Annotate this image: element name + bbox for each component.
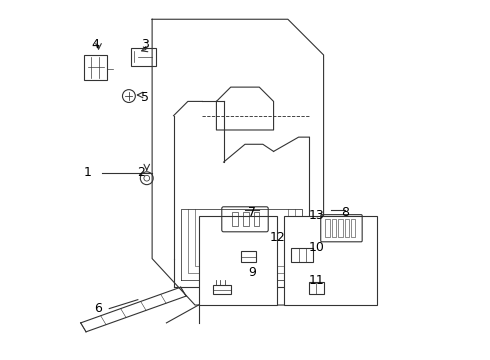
Bar bbox=[325, 219, 330, 237]
Bar bbox=[309, 282, 323, 294]
Bar bbox=[243, 212, 248, 226]
Bar bbox=[344, 219, 349, 237]
Bar bbox=[332, 219, 336, 237]
Text: 7: 7 bbox=[248, 206, 256, 219]
Bar bbox=[242, 251, 256, 262]
Bar bbox=[198, 216, 277, 305]
Text: 8: 8 bbox=[341, 206, 349, 219]
Bar bbox=[84, 55, 107, 80]
Text: 12: 12 bbox=[270, 231, 285, 244]
Bar bbox=[232, 212, 238, 226]
Bar bbox=[131, 48, 156, 66]
Text: 1: 1 bbox=[84, 166, 92, 179]
Text: 4: 4 bbox=[91, 38, 99, 51]
Text: 2: 2 bbox=[138, 166, 146, 179]
Bar bbox=[254, 212, 259, 226]
Text: 13: 13 bbox=[309, 209, 324, 222]
Text: 9: 9 bbox=[248, 266, 256, 279]
Text: 10: 10 bbox=[309, 241, 324, 255]
Text: 5: 5 bbox=[141, 91, 149, 104]
Text: 6: 6 bbox=[95, 302, 102, 315]
Bar bbox=[338, 219, 343, 237]
Bar bbox=[213, 285, 231, 294]
Bar bbox=[292, 248, 313, 262]
Bar bbox=[351, 219, 355, 237]
Bar bbox=[284, 216, 377, 305]
Text: 11: 11 bbox=[309, 274, 324, 287]
Text: 3: 3 bbox=[141, 38, 149, 51]
